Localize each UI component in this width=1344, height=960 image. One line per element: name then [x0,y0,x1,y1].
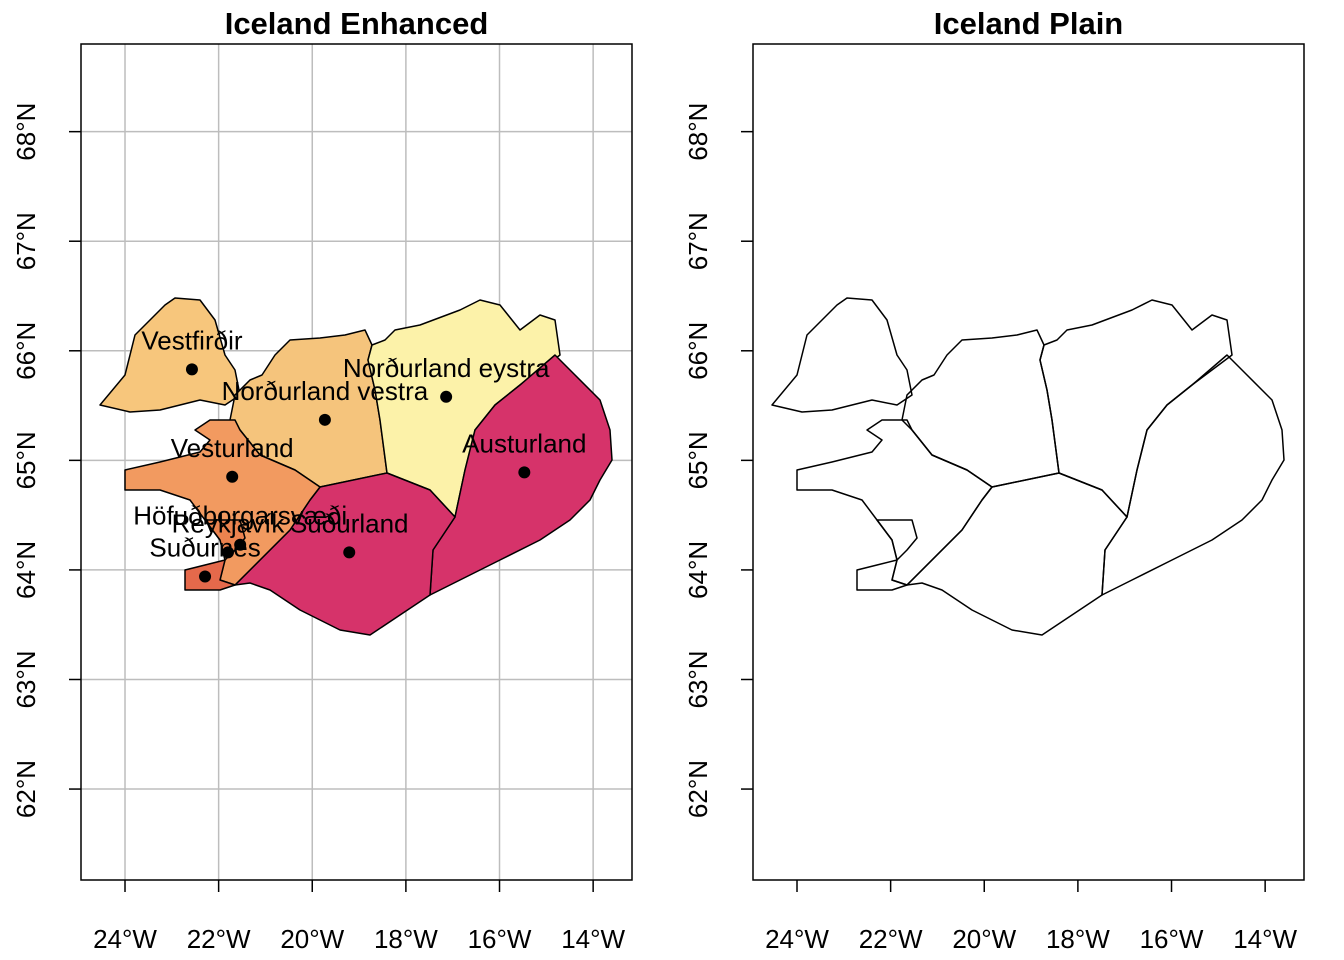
region-label: Vesturland [171,433,294,463]
region-point [185,363,198,376]
region-point [234,538,247,551]
y-tick-label: 67°N [11,212,41,270]
region [124,419,321,586]
region [901,329,1060,488]
region-point [440,390,453,403]
plot-frame [80,43,633,881]
y-tick-label: 63°N [683,650,713,708]
y-tick-label: 62°N [11,760,41,818]
chart-title: Iceland Enhanced [225,6,489,41]
region [1101,354,1285,596]
y-tick-label: 68°N [11,103,41,161]
y-tick-label: 65°N [683,431,713,489]
x-tick-label: 14°W [1233,924,1297,954]
region [906,472,1128,636]
region-point [343,546,356,559]
y-tick-label: 63°N [11,650,41,708]
y-tick-label: 62°N [683,760,713,818]
x-tick-label: 24°W [765,924,829,954]
y-tick-label: 66°N [683,322,713,380]
y-tick-label: 66°N [11,322,41,380]
region [99,297,241,413]
y-tick-label: 64°N [683,541,713,599]
region [771,297,913,413]
y-tick-label: 65°N [11,431,41,489]
region [796,419,993,586]
region-label: Norðurland vestra [222,376,429,406]
region-point [221,546,234,559]
x-tick-label: 22°W [187,924,251,954]
region-label: Norðurland eystra [343,353,550,383]
x-tick-label: 16°W [1140,924,1204,954]
x-tick-label: 18°W [1046,924,1110,954]
region-label: Suðurland [290,508,409,538]
plot-frame [752,43,1305,881]
region-point [318,413,331,426]
region-point [226,470,239,483]
panel: Iceland Plain 24°W 22°W 20°W 18°W 16°W 14°W 62°… [683,6,1305,954]
y-tick-label: 67°N [683,212,713,270]
region [856,559,908,591]
region-label: Reykjavík [172,508,286,538]
chart-title: Iceland Plain [934,6,1124,41]
region [204,519,246,561]
regions [771,297,1285,636]
region-point [199,570,212,583]
x-tick-label: 24°W [93,924,157,954]
region-label: Vestfirðir [141,325,242,355]
y-tick-label: 64°N [11,541,41,599]
x-tick-label: 14°W [561,924,625,954]
x-tick-label: 20°W [280,924,344,954]
x-tick-label: 20°W [952,924,1016,954]
region-label: Höfuðborgarsvæði [133,501,347,531]
region-label: Suðurnes [149,532,260,562]
region-point [518,466,531,479]
region [1039,299,1233,518]
region [876,519,918,561]
region-label: Austurland [462,428,586,458]
x-tick-label: 16°W [468,924,532,954]
panel: Iceland Enhanced 24°W 22°W 20°W 18°W 16°W 14°W… [11,6,633,954]
x-tick-label: 18°W [374,924,438,954]
y-tick-label: 68°N [683,103,713,161]
x-tick-label: 22°W [859,924,923,954]
